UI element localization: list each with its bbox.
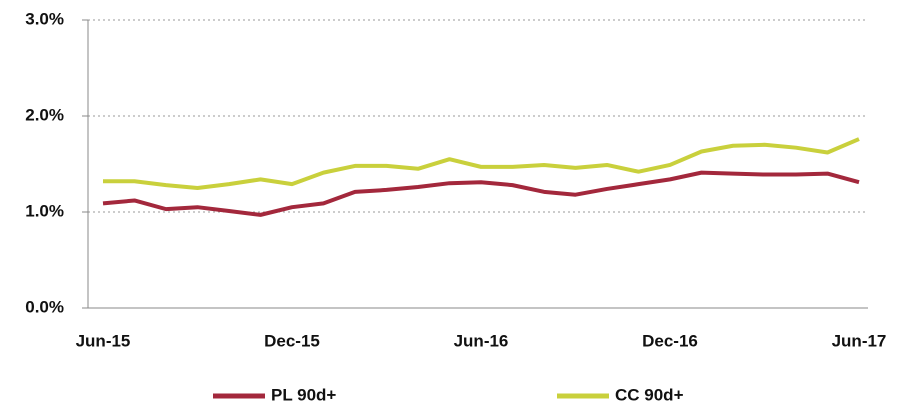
y-tick-label: 1.0%	[25, 201, 64, 220]
x-tick-label: Jun-17	[832, 331, 887, 350]
line-series	[103, 137, 860, 190]
y-tick-label: 2.0%	[25, 105, 64, 124]
x-tick-label: Jun-15	[76, 331, 131, 350]
y-tick-label: 0.0%	[25, 297, 64, 316]
line-series	[102, 170, 860, 217]
y-tick-label: 3.0%	[25, 9, 64, 28]
legend-label: PL 90d+	[271, 385, 336, 404]
x-tick-label: Dec-16	[642, 331, 698, 350]
x-tick-label: Dec-15	[264, 331, 320, 350]
x-tick-label: Jun-16	[454, 331, 509, 350]
legend-label: CC 90d+	[615, 385, 684, 404]
